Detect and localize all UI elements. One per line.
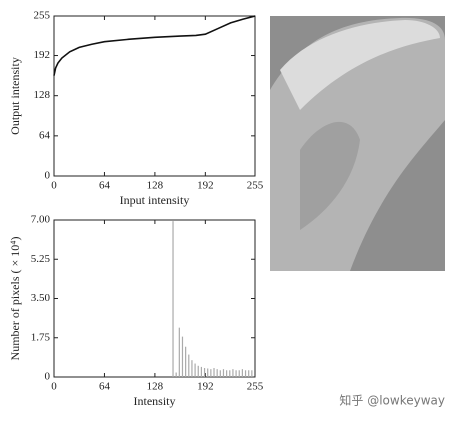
- plot-frame: [53, 219, 256, 378]
- moon-image: [270, 16, 445, 271]
- moon-shadow: [300, 121, 360, 230]
- x-tick-label: 0: [51, 180, 57, 192]
- histogram-bar: [188, 354, 190, 377]
- y-tick-label: 192: [34, 49, 51, 61]
- histogram-bar: [251, 370, 253, 377]
- x-tick-label: 192: [197, 180, 214, 192]
- y-tick-label: 5.25: [31, 253, 51, 265]
- x-tick-label: 255: [247, 180, 264, 192]
- x-tick-label: 255: [247, 381, 264, 393]
- histogram-bar: [222, 369, 225, 377]
- histogram-bar: [241, 369, 243, 377]
- histogram-bar: [191, 360, 193, 377]
- y-tick-label: 0: [45, 371, 51, 383]
- y-tick-label: 7.00: [31, 214, 51, 226]
- histogram-bar: [219, 370, 221, 377]
- y-axis-label: Number of pixels ( × 10⁴): [8, 237, 22, 361]
- histogram-bar: [194, 363, 196, 377]
- x-tick-label: 64: [99, 180, 111, 192]
- y-tick-label: 0: [45, 170, 51, 182]
- y-tick-label: 3.50: [31, 292, 51, 304]
- histogram-bar: [178, 327, 180, 377]
- x-tick-label: 128: [147, 381, 164, 393]
- x-tick-label: 192: [197, 381, 214, 393]
- y-tick-label: 128: [34, 89, 51, 101]
- x-tick-label: 128: [147, 180, 164, 192]
- histogram-bar: [213, 368, 215, 377]
- histogram-bar: [238, 370, 240, 377]
- y-tick-label: 64: [39, 129, 51, 141]
- histogram-bar: [232, 369, 234, 377]
- x-tick-label: 0: [51, 381, 57, 393]
- moon-highlight: [280, 20, 440, 110]
- histogram-bar: [172, 221, 174, 377]
- curve: [53, 15, 256, 76]
- x-axis-label: Input intensity: [120, 193, 190, 207]
- histogram-bar: [210, 369, 212, 377]
- y-tick-label: 255: [34, 10, 51, 22]
- histogram-bar: [216, 369, 218, 377]
- histogram-bar: [226, 370, 228, 377]
- x-axis-label: Intensity: [134, 394, 176, 408]
- histogram-bar: [185, 346, 187, 377]
- plot-frame: [53, 15, 256, 177]
- y-tick-label: 1.75: [31, 331, 51, 343]
- histogram-bar: [229, 370, 231, 377]
- histogram-bar: [248, 370, 250, 377]
- histogram-bar: [175, 372, 177, 377]
- histogram-bar: [181, 336, 184, 377]
- histogram-bar: [203, 368, 206, 377]
- histogram-bar: [200, 366, 202, 377]
- histogram-bar: [235, 370, 237, 377]
- histogram-bar: [207, 368, 209, 377]
- histogram-bar: [244, 370, 247, 377]
- y-axis-label: Output intensity: [8, 57, 22, 135]
- histogram-bar: [197, 365, 199, 377]
- watermark: 知乎 @lowkeyway: [339, 394, 445, 408]
- x-tick-label: 64: [99, 381, 111, 393]
